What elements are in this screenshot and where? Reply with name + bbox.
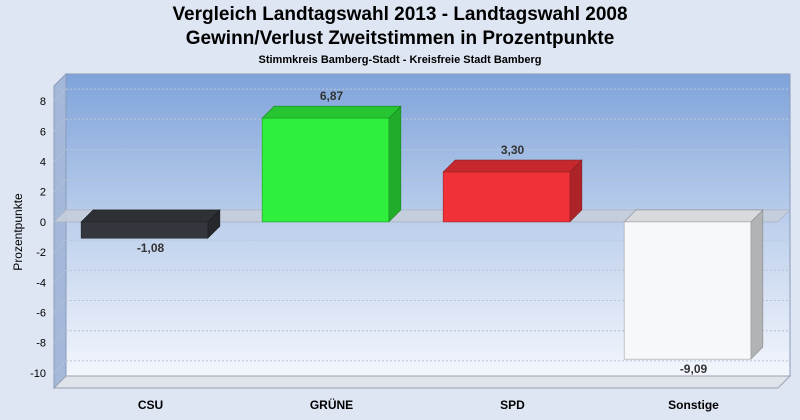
y-tick-label: 2	[40, 187, 46, 199]
x-tick-label: Sonstige	[668, 398, 719, 412]
gridline	[53, 330, 67, 344]
gridline	[53, 88, 67, 102]
x-tick-label: CSU	[138, 398, 163, 412]
y-tick-label: 0	[40, 217, 46, 229]
bar-side	[750, 209, 764, 360]
bar	[442, 159, 583, 223]
data-label: 6,87	[320, 89, 344, 103]
y-tick-label: -8	[36, 338, 46, 350]
gridline	[53, 360, 67, 374]
y-tick-label: -4	[36, 277, 46, 289]
y-tick-label: -6	[36, 308, 46, 320]
y-tick-label: 8	[40, 96, 46, 108]
gridline	[53, 239, 67, 253]
bar-front	[623, 221, 752, 360]
gridline	[53, 179, 67, 193]
y-tick-label: -2	[36, 247, 46, 259]
plot-floor	[52, 375, 792, 389]
data-label: -1,08	[137, 241, 165, 255]
bar-top	[261, 105, 402, 119]
x-tick-label: SPD	[500, 398, 525, 412]
y-tick-label: 6	[40, 126, 46, 138]
bar	[80, 209, 221, 239]
bar-top	[623, 209, 764, 223]
bar	[261, 105, 402, 223]
bar	[623, 209, 764, 360]
gridline	[53, 300, 67, 313]
y-tick-label: 4	[40, 157, 46, 169]
bar-top	[80, 209, 221, 223]
bar-front	[80, 221, 209, 239]
bar-side	[388, 105, 402, 223]
y-tick-label: -10	[30, 368, 46, 380]
gridline	[53, 149, 67, 162]
bar-front	[442, 171, 571, 223]
y-axis-label: Prozentpunkte	[11, 193, 25, 271]
chart-subsubtitle: Stimmkreis Bamberg-Stadt - Kreisfreie St…	[258, 54, 542, 66]
chart-title: Vergleich Landtagswahl 2013 - Landtagswa…	[172, 4, 628, 25]
bar-top	[442, 159, 583, 173]
gridline	[53, 269, 67, 283]
bar-front	[261, 117, 390, 223]
plot-left-wall	[53, 72, 67, 390]
chart-subtitle: Gewinn/Verlust Zweitstimmen in Prozentpu…	[185, 28, 615, 49]
gridline	[53, 118, 67, 132]
data-label: 3,30	[501, 143, 525, 157]
data-label: -9,09	[680, 362, 708, 376]
x-tick-label: GRÜNE	[310, 397, 353, 412]
